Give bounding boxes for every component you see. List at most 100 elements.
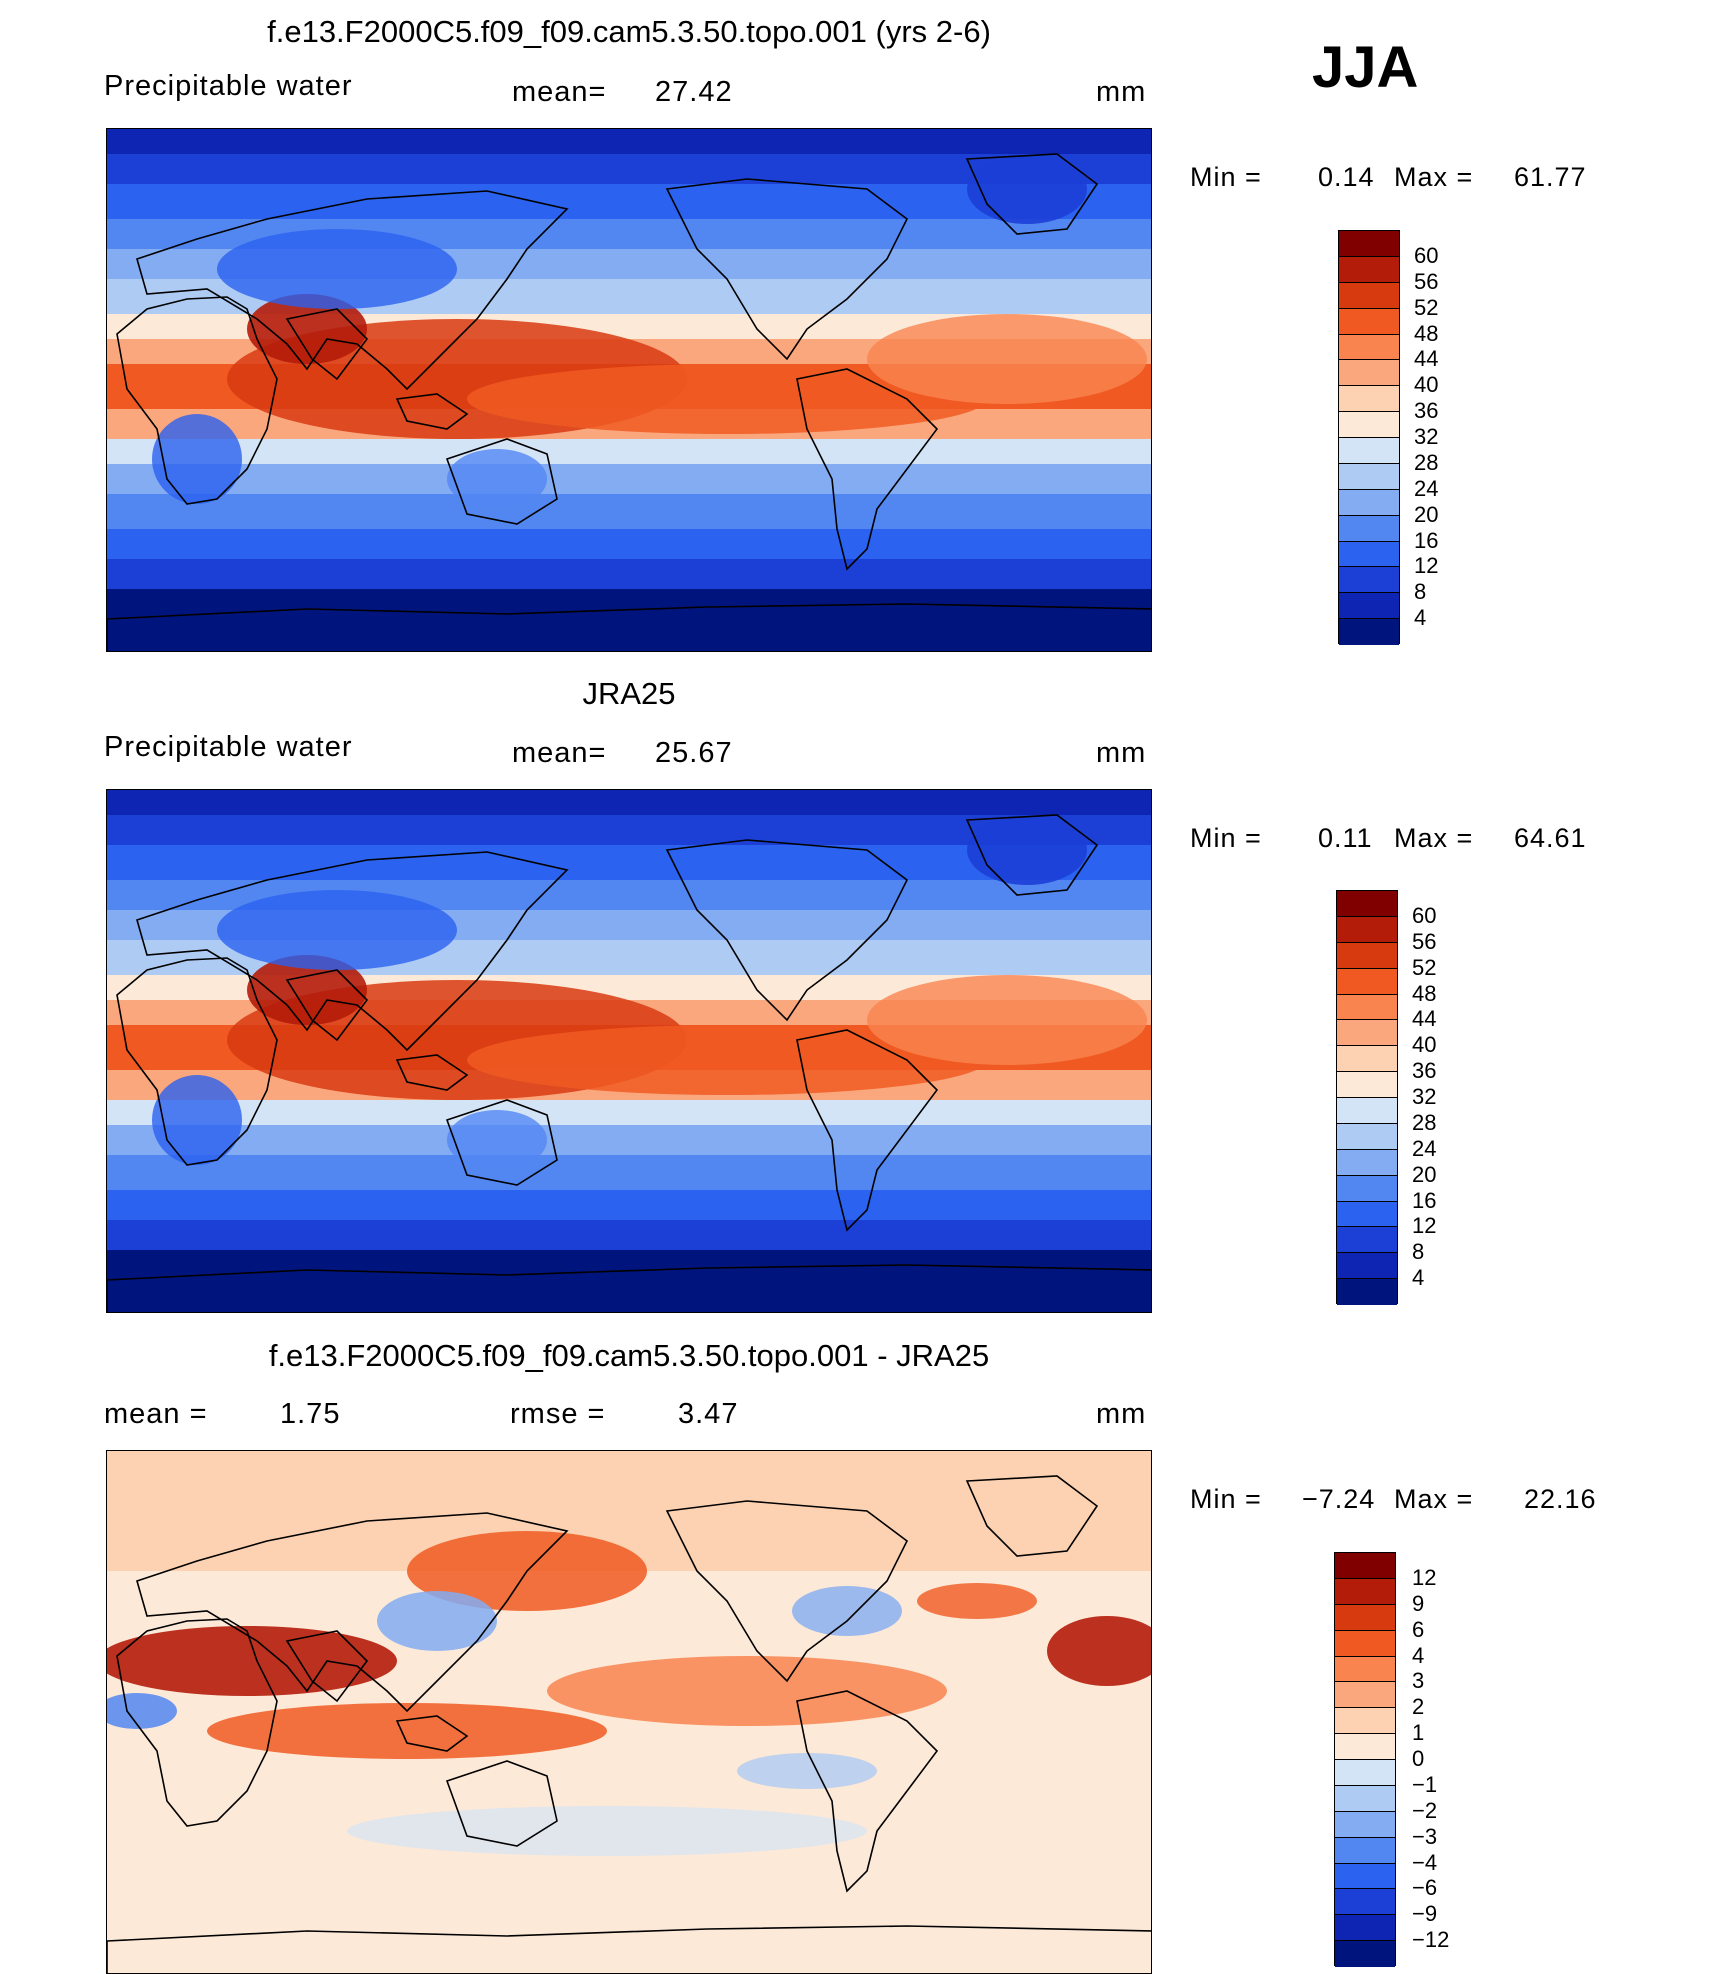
colorbar-tick-label: 36 (1412, 1058, 1437, 1084)
colorbar-tick-label: −12 (1412, 1927, 1450, 1953)
contour-band (447, 1110, 547, 1170)
coastline (395, 1715, 469, 1752)
colorbar-swatch (1337, 1072, 1397, 1098)
colorbar-tick-label: 60 (1414, 242, 1439, 268)
colorbar-tick-label: 8 (1414, 579, 1427, 605)
colorbar-tick-label: 48 (1412, 980, 1437, 1006)
colorbar-tick-label: −3 (1412, 1823, 1438, 1849)
colorbar-swatch (1335, 1915, 1395, 1942)
contour-band (347, 1806, 867, 1856)
contour-band (247, 294, 367, 364)
colorbar-tick-label: 12 (1414, 553, 1439, 579)
panel3-max-label: Max = (1394, 1484, 1474, 1514)
coastline (965, 153, 1099, 235)
colorbar-swatch (1337, 942, 1397, 969)
contour-band (247, 955, 367, 1025)
panel1-variable-label: Precipitable water (104, 70, 353, 102)
colorbar-swatch (1339, 489, 1399, 516)
colorbar-swatch (1335, 1553, 1395, 1579)
colorbar-swatch (1339, 619, 1399, 645)
coastline (107, 1264, 1151, 1312)
colorbar-tick-label: 24 (1414, 475, 1439, 501)
panel1-min-value: 0.14 (1318, 162, 1375, 192)
coastline (796, 1029, 939, 1232)
colorbar-swatch (1337, 1046, 1397, 1073)
colorbar-swatch (1339, 412, 1399, 438)
contour-band (107, 1125, 1151, 1155)
colorbar-tick-label: 24 (1412, 1135, 1437, 1161)
colorbar-tick-label: −1 (1412, 1771, 1438, 1797)
colorbar-swatch (1335, 1889, 1395, 1916)
contour-band (737, 1753, 877, 1789)
contour-band (107, 559, 1151, 589)
colorbar-tick-label: 56 (1414, 268, 1439, 294)
coastline (107, 1925, 1151, 1973)
colorbar-tick-label: 52 (1412, 954, 1437, 980)
colorbar-swatch (1337, 916, 1397, 943)
colorbar-swatch (1339, 282, 1399, 309)
panel2-variable-label: Precipitable water (104, 731, 353, 763)
colorbar-swatch (1337, 1253, 1397, 1280)
colorbar-swatch (1339, 463, 1399, 490)
season-label: JJA (1312, 35, 1419, 100)
coastline (285, 1630, 369, 1703)
panel2-min-label: Min = (1190, 823, 1262, 853)
contour-band (867, 975, 1147, 1065)
colorbar-tick-label: 44 (1414, 346, 1439, 372)
colorbar-tick-label: 4 (1412, 1265, 1425, 1291)
panel2-colorbar (1336, 890, 1398, 1305)
panel3-units: mm (1096, 1398, 1147, 1430)
panel2-units: mm (1096, 737, 1147, 769)
panel2-min-value: 0.11 (1318, 823, 1373, 853)
colorbar-tick-label: 2 (1412, 1694, 1425, 1720)
panel3-rmse-value: 3.47 (678, 1398, 739, 1430)
colorbar-swatch (1335, 1656, 1395, 1683)
contour-band (107, 1250, 1151, 1312)
contour-band (107, 529, 1151, 559)
colorbar-tick-label: 0 (1412, 1746, 1425, 1771)
contour-band (967, 815, 1087, 885)
contour-band (107, 439, 1151, 464)
colorbar-tick-label: 3 (1412, 1668, 1425, 1694)
colorbar-swatch (1337, 1149, 1397, 1176)
colorbar-tick-label: 32 (1414, 424, 1439, 449)
contour-band (107, 464, 1151, 494)
colorbar-swatch (1335, 1578, 1395, 1605)
panel3-min-value: −7.24 (1302, 1484, 1376, 1514)
colorbar-swatch (1337, 1098, 1397, 1124)
panel1-mean-value: 27.42 (655, 76, 733, 108)
coastline (136, 190, 569, 391)
colorbar-tick-label: 48 (1414, 320, 1439, 346)
colorbar-swatch (1335, 1630, 1395, 1657)
coastline (285, 308, 369, 381)
contour-band (867, 314, 1147, 404)
colorbar-swatch (1335, 1837, 1395, 1864)
colorbar-swatch (1335, 1785, 1395, 1812)
colorbar-swatch (1337, 994, 1397, 1021)
contour-band (1047, 1616, 1151, 1686)
colorbar-tick-label: 9 (1412, 1590, 1425, 1616)
panel1-title: f.e13.F2000C5.f09_f09.cam5.3.50.topo.001… (267, 14, 991, 49)
colorbar-swatch (1339, 360, 1399, 387)
colorbar-swatch (1339, 438, 1399, 464)
coastline (445, 1760, 558, 1847)
coastline (665, 178, 909, 361)
contour-band (467, 1025, 987, 1095)
colorbar-tick-label: 60 (1412, 902, 1437, 928)
panel3-max-value: 22.16 (1524, 1484, 1597, 1514)
colorbar-tick-label: 4 (1414, 605, 1427, 631)
colorbar-swatch (1335, 1682, 1395, 1709)
contour-band (792, 1586, 902, 1636)
colorbar-swatch (1337, 1123, 1397, 1150)
contour-band (107, 129, 1151, 154)
colorbar-tick-label: 32 (1412, 1084, 1437, 1109)
contour-band (917, 1583, 1037, 1619)
panel3-colorbar (1334, 1552, 1396, 1967)
panel2-max-label: Max = (1394, 823, 1474, 853)
colorbar-swatch (1339, 515, 1399, 542)
panel3-min-label: Min = (1190, 1484, 1262, 1514)
coastline (796, 1690, 939, 1893)
contour-band (107, 1155, 1151, 1190)
colorbar-swatch (1335, 1708, 1395, 1735)
colorbar-swatch (1339, 231, 1399, 257)
